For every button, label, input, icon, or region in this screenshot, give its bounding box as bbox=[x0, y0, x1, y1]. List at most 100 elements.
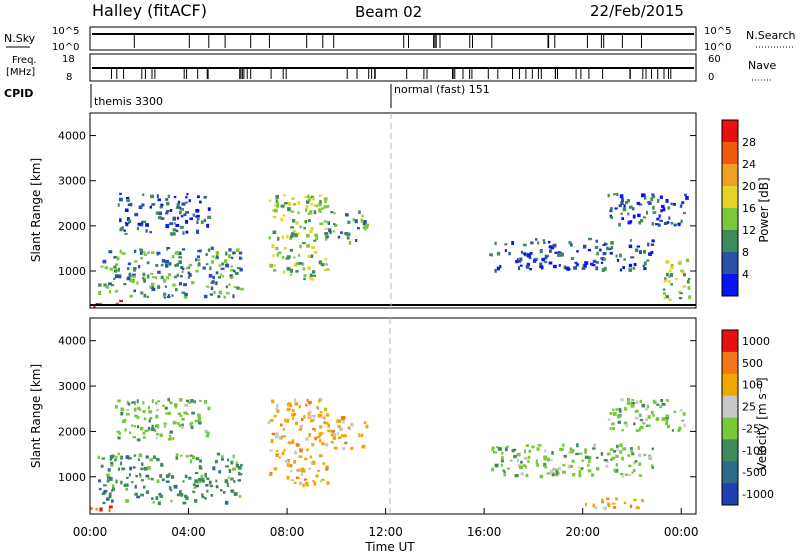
echo-cell-1 bbox=[157, 400, 160, 403]
echo-cell-2 bbox=[318, 194, 322, 197]
x-tick-label: 12:00 bbox=[368, 525, 403, 539]
echo-cell-0 bbox=[111, 499, 114, 503]
echo-cell-2 bbox=[281, 451, 285, 456]
echo-cell-0 bbox=[204, 475, 207, 478]
y-tick-label: 1000 bbox=[58, 471, 86, 484]
echo-cell-0 bbox=[226, 483, 229, 487]
echo-cell-2 bbox=[271, 432, 276, 436]
echo-cell-4 bbox=[493, 451, 497, 454]
colorbar-swatch bbox=[722, 373, 738, 397]
echo-cell-5 bbox=[618, 204, 622, 208]
echo-cell-4 bbox=[571, 459, 575, 463]
echo-cell-0 bbox=[167, 294, 170, 298]
echo-cell-0 bbox=[225, 465, 229, 468]
echo-cell-2 bbox=[311, 428, 315, 431]
colorbar-tick-label: 1000 bbox=[742, 335, 770, 348]
echo-cell-1 bbox=[185, 230, 189, 234]
echo-cell-3 bbox=[340, 231, 343, 234]
echo-cell-0 bbox=[212, 275, 215, 280]
velocity-colorbar: 1000 500 100 25 -25 -100 -500 -1000 bbox=[721, 329, 774, 506]
echo-cell-1 bbox=[156, 194, 159, 199]
echo-cell-0 bbox=[123, 283, 127, 286]
echo-cell-0 bbox=[217, 295, 221, 298]
echo-cell-0 bbox=[149, 458, 153, 462]
echo-cell-0 bbox=[179, 491, 182, 495]
echo-cell-2 bbox=[319, 439, 322, 443]
echo-cell-4 bbox=[619, 450, 623, 454]
echo-cell-0 bbox=[215, 271, 219, 275]
echo-cell-5 bbox=[656, 217, 660, 221]
echo-cell-1 bbox=[181, 423, 184, 427]
echo-cell-5 bbox=[626, 401, 631, 405]
echo-cell-0 bbox=[171, 294, 174, 297]
echo-cell-1 bbox=[181, 425, 185, 429]
echo-cell-4 bbox=[594, 245, 599, 249]
echo-cell-4 bbox=[605, 464, 609, 468]
echo-cell-4 bbox=[567, 267, 571, 271]
echo-cell-4 bbox=[628, 474, 632, 477]
echo-cell-2 bbox=[286, 476, 290, 480]
echo-cell-2 bbox=[271, 399, 275, 404]
echo-cell-0 bbox=[156, 457, 160, 462]
echo-cell-1 bbox=[136, 415, 140, 419]
echo-cell-4 bbox=[605, 243, 608, 246]
echo-cell-2 bbox=[286, 255, 291, 259]
echo-cell-0 bbox=[133, 454, 137, 457]
echo-cell-2 bbox=[312, 197, 315, 201]
echo-cell-4 bbox=[637, 445, 640, 450]
echo-cell-1 bbox=[186, 192, 189, 196]
echo-cell-0 bbox=[165, 263, 169, 268]
echo-cell-1 bbox=[170, 232, 174, 236]
echo-cell-0 bbox=[108, 492, 112, 496]
echo-cell-4 bbox=[496, 251, 501, 256]
echo-cell-4 bbox=[588, 459, 591, 464]
echo-cell-2 bbox=[315, 204, 318, 208]
echo-cell-0 bbox=[195, 269, 199, 273]
echo-cell-0 bbox=[159, 474, 163, 478]
echo-cell-2 bbox=[295, 221, 299, 225]
colorbar-tick-label: 24 bbox=[742, 158, 756, 171]
echo-cell-5 bbox=[611, 427, 615, 430]
echo-cell-1 bbox=[131, 401, 135, 404]
echo-cell-2 bbox=[275, 453, 279, 457]
echo-cell-7 bbox=[680, 269, 685, 273]
echo-cell-0 bbox=[115, 479, 118, 484]
echo-cell-3 bbox=[333, 446, 338, 450]
echo-cell-5 bbox=[624, 406, 627, 411]
echo-cell-4 bbox=[524, 449, 526, 454]
echo-cell-5 bbox=[621, 217, 624, 220]
echo-cell-5 bbox=[652, 195, 656, 199]
echo-cell-5 bbox=[631, 207, 635, 211]
echo-cell-1 bbox=[172, 437, 175, 440]
echo-cell-5 bbox=[655, 223, 659, 226]
echo-cell-0 bbox=[155, 264, 159, 267]
echo-cell-0 bbox=[165, 260, 170, 264]
echo-cell-2 bbox=[313, 210, 317, 215]
echo-cell-0 bbox=[236, 267, 241, 270]
echo-cell-2 bbox=[292, 219, 296, 223]
echo-cell-1 bbox=[142, 220, 147, 223]
echo-cell-2 bbox=[322, 462, 326, 465]
echo-cell-0 bbox=[134, 484, 137, 489]
echo-cell-2 bbox=[291, 439, 295, 443]
y-tick-label: 3000 bbox=[58, 175, 86, 188]
echo-cell-0 bbox=[215, 251, 219, 255]
echo-cell-5 bbox=[652, 414, 655, 417]
echo-cell-0 bbox=[185, 455, 189, 458]
echo-cell-2 bbox=[282, 435, 286, 438]
echo-cell-4 bbox=[600, 452, 604, 456]
echo-cell-0 bbox=[235, 463, 239, 468]
echo-cell-3 bbox=[364, 227, 367, 231]
echo-cell-1 bbox=[204, 429, 208, 434]
velocity-colorbar-label: Velocity [m s⁻¹] bbox=[755, 377, 769, 470]
colorbar-swatch bbox=[722, 252, 738, 275]
power-y-axis: 1000 2000 3000 4000 bbox=[58, 130, 696, 278]
echo-cell-0 bbox=[183, 295, 188, 299]
echo-cell-2 bbox=[318, 432, 322, 437]
echo-cell-5 bbox=[638, 203, 643, 206]
echo-cell-2 bbox=[294, 233, 298, 238]
echo-cell-0 bbox=[188, 476, 192, 480]
echo-cell-2 bbox=[280, 435, 284, 439]
echo-cell-1 bbox=[163, 425, 166, 428]
echo-cell-5 bbox=[642, 422, 646, 425]
